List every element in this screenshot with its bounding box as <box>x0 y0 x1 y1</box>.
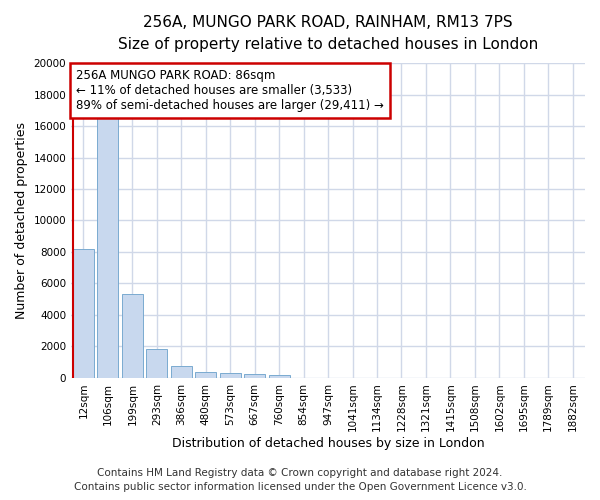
Bar <box>73 249 94 378</box>
Bar <box>122 294 143 378</box>
Bar <box>146 348 167 378</box>
Text: 256A MUNGO PARK ROAD: 86sqm
← 11% of detached houses are smaller (3,533)
89% of : 256A MUNGO PARK ROAD: 86sqm ← 11% of det… <box>76 70 384 112</box>
X-axis label: Distribution of detached houses by size in London: Distribution of detached houses by size … <box>172 437 484 450</box>
Bar <box>196 372 216 378</box>
Bar <box>220 374 241 378</box>
Y-axis label: Number of detached properties: Number of detached properties <box>15 122 28 319</box>
Bar <box>244 374 265 378</box>
Bar <box>171 366 191 378</box>
Text: Contains HM Land Registry data © Crown copyright and database right 2024.
Contai: Contains HM Land Registry data © Crown c… <box>74 468 526 492</box>
Bar <box>269 374 290 378</box>
Bar <box>97 116 118 378</box>
Title: 256A, MUNGO PARK ROAD, RAINHAM, RM13 7PS
Size of property relative to detached h: 256A, MUNGO PARK ROAD, RAINHAM, RM13 7PS… <box>118 15 538 52</box>
